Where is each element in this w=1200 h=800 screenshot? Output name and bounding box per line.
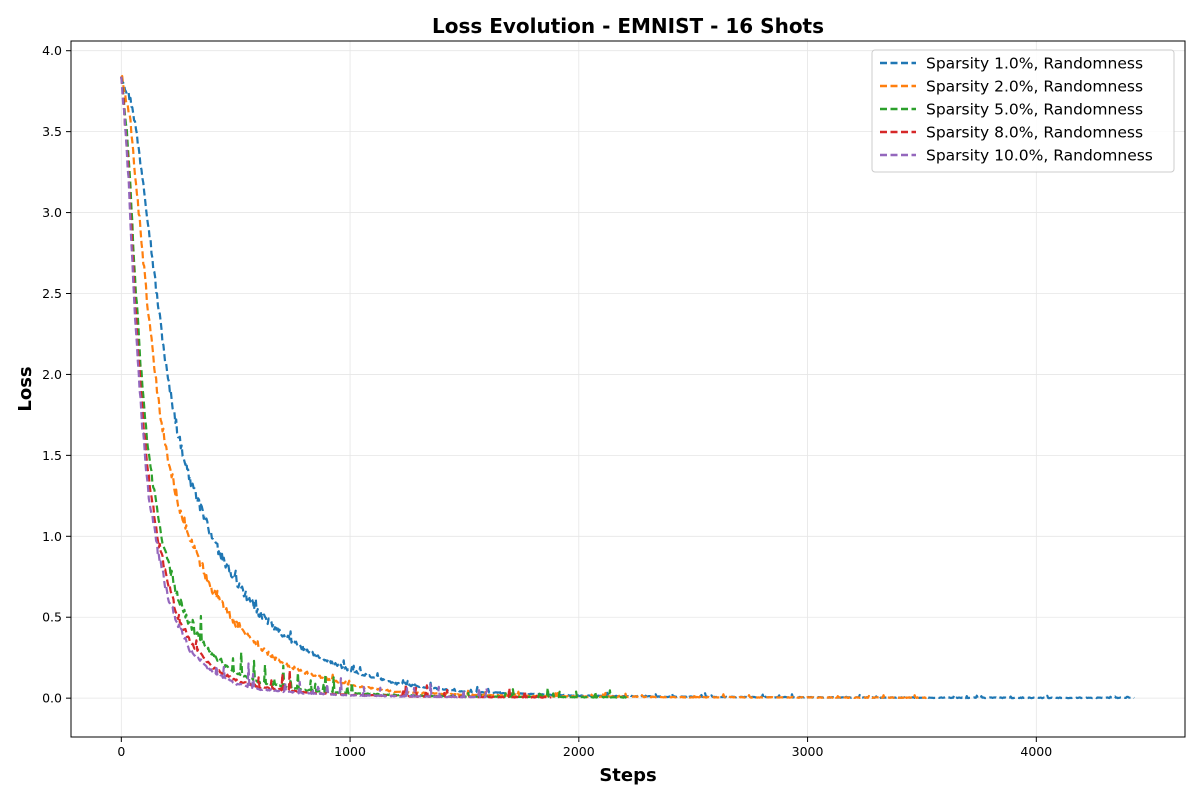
- legend-entry: Sparsity 2.0%, Randomness: [926, 78, 1143, 96]
- chart-title: Loss Evolution - EMNIST - 16 Shots: [432, 14, 824, 38]
- y-axis-label: Loss: [15, 366, 36, 411]
- x-axis-label: Steps: [599, 765, 656, 786]
- y-tick-label: 0.0: [42, 691, 62, 706]
- y-tick-label: 2.5: [42, 286, 62, 301]
- legend: Sparsity 1.0%, Randomness Sparsity 2.0%, …: [871, 49, 1175, 173]
- x-tick-label: 0: [117, 744, 125, 759]
- y-tick-label: 2.0: [42, 367, 62, 382]
- legend-entry: Sparsity 10.0%, Randomness: [926, 147, 1153, 165]
- y-tick-label: 1.0: [42, 529, 62, 544]
- x-tick-label: 1000: [334, 744, 366, 759]
- legend-box: [871, 49, 1175, 173]
- legend-entry: Sparsity 1.0%, Randomness: [926, 55, 1143, 73]
- series-lines: [120, 75, 1135, 700]
- legend-entry: Sparsity 5.0%, Randomness: [926, 101, 1143, 119]
- grid: [71, 41, 1185, 737]
- y-tick-label: 3.0: [42, 205, 62, 220]
- x-tick-label: 2000: [563, 744, 595, 759]
- y-tick-label: 0.5: [42, 610, 62, 625]
- legend-entry: Sparsity 8.0%, Randomness: [926, 124, 1143, 142]
- y-tick-label: 3.5: [42, 124, 62, 139]
- y-tick-label: 4.0: [42, 43, 62, 58]
- x-tick-label: 4000: [1020, 744, 1052, 759]
- x-tick-label: 3000: [792, 744, 824, 759]
- y-tick-label: 1.5: [42, 448, 62, 463]
- axis-ticks: 0 1000 2000 3000 4000 0.0 0.5 1.0 1.5 2.0 2.5 3.0 3.…: [42, 43, 1052, 759]
- series-line-5: [120, 76, 489, 699]
- plot-area-frame: [70, 40, 1186, 738]
